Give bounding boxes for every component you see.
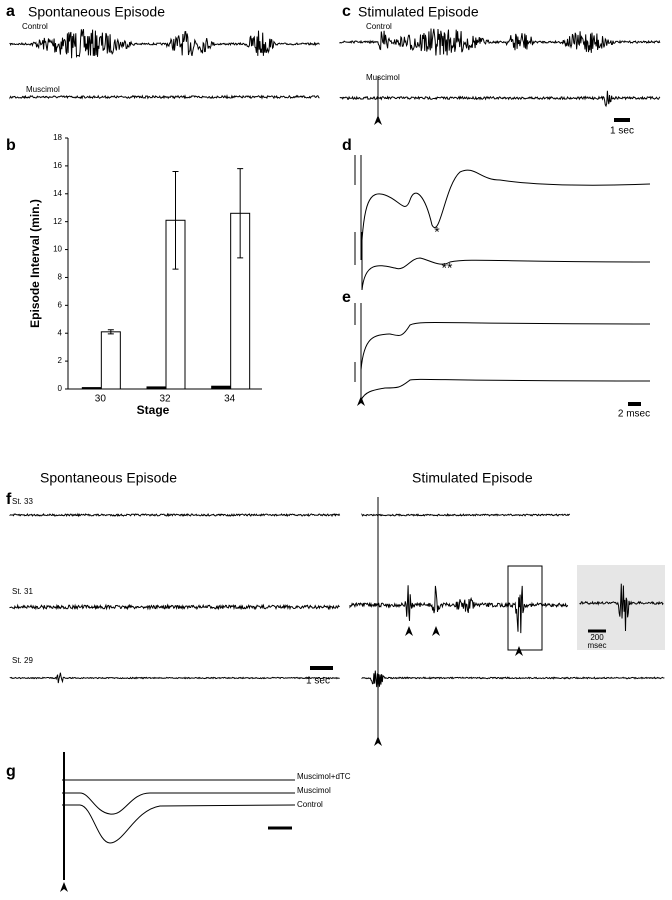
trace — [361, 512, 570, 517]
panel-label: b — [6, 137, 16, 154]
y-tick-label: 18 — [53, 133, 62, 142]
y-axis-label: Episode Interval (min.) — [28, 199, 42, 328]
scale-label: 200 — [590, 633, 604, 642]
scale-label: 1 sec — [610, 126, 634, 137]
trace — [9, 94, 320, 100]
trace — [354, 303, 651, 371]
bar — [81, 387, 102, 390]
trace-label: Control — [366, 22, 392, 31]
stimulus-arrow — [60, 882, 68, 892]
trace — [9, 672, 340, 684]
stimulus-arrow — [374, 736, 382, 746]
stimulus-arrow — [357, 396, 365, 406]
annotation: ** — [442, 260, 453, 276]
trace — [62, 792, 295, 815]
y-tick-label: 10 — [53, 245, 62, 254]
panel-title: Stimulated Episode — [412, 470, 533, 486]
trace-label: St. 29 — [12, 656, 33, 665]
trace-label: St. 31 — [12, 587, 33, 596]
bar-chart: b 0 2 4 6 8 10 12 14 16 18 Episode Interval (min.) S… — [6, 133, 262, 417]
trace — [62, 804, 296, 844]
y-tick-label: 0 — [58, 384, 63, 393]
trace — [339, 90, 661, 108]
panel-title: Spontaneous Episode — [28, 4, 165, 20]
trace — [9, 28, 320, 59]
panel-label: e — [342, 289, 351, 306]
bar — [100, 331, 121, 390]
trace-label: St. 33 — [12, 497, 33, 506]
x-tick-label: 32 — [159, 394, 171, 405]
error-bar — [172, 170, 179, 270]
scale-label: 1 sec — [306, 676, 330, 687]
trace — [349, 585, 569, 634]
x-tick-label: 30 — [95, 394, 107, 405]
trace-label: Muscimol — [366, 73, 400, 82]
trace — [361, 670, 665, 688]
trace — [9, 603, 340, 611]
y-tick-label: 16 — [53, 161, 62, 170]
bar — [146, 386, 167, 390]
y-tick-label: 8 — [58, 273, 63, 282]
panel-label: c — [342, 3, 351, 20]
trace — [354, 155, 651, 261]
scale-label: 2 msec — [618, 409, 650, 420]
trace-label: Muscimol+dTC — [297, 772, 351, 781]
panel-label: d — [342, 137, 352, 154]
error-bar — [107, 329, 114, 335]
y-tick-label: 6 — [58, 300, 63, 309]
error-bar — [237, 168, 244, 259]
trace — [9, 512, 341, 518]
zoom-box — [507, 565, 543, 651]
trace-label: Muscimol — [297, 786, 331, 795]
x-axis-label: Stage — [137, 403, 170, 417]
bar — [211, 385, 232, 390]
scale-label: msec — [587, 641, 606, 650]
y-tick-label: 12 — [53, 217, 62, 226]
inset — [577, 565, 665, 650]
trace-label: Muscimol — [26, 85, 60, 94]
trace-label: Control — [22, 22, 48, 31]
panel-title: Spontaneous Episode — [40, 470, 177, 486]
y-tick-label: 14 — [53, 189, 62, 198]
trace — [354, 232, 651, 291]
panel-title: Stimulated Episode — [358, 4, 479, 20]
stimulus-arrow — [405, 626, 523, 656]
annotation: * — [434, 224, 440, 240]
y-tick-label: 4 — [58, 328, 63, 337]
y-tick-label: 2 — [58, 356, 63, 365]
trace — [579, 583, 664, 632]
trace-label: Control — [297, 800, 323, 809]
trace — [339, 28, 661, 56]
panel-label: f — [6, 491, 12, 508]
x-tick-label: 34 — [224, 394, 236, 405]
stimulus-arrow — [374, 115, 382, 125]
panel-label: a — [6, 3, 15, 20]
trace — [354, 362, 651, 401]
panel-label: g — [6, 763, 16, 780]
